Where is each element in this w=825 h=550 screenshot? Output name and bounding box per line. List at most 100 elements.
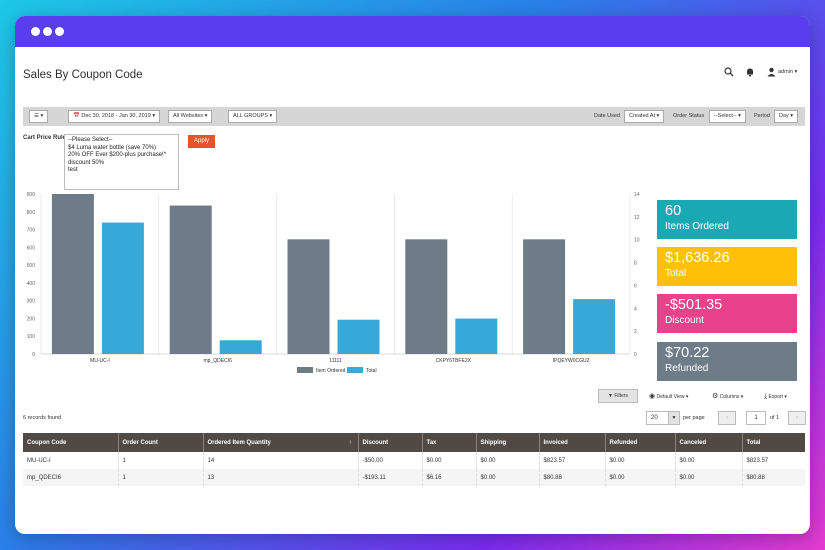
card-label: Discount: [665, 315, 704, 326]
filter-icon: ▼: [608, 393, 613, 399]
export-button[interactable]: ⤓ Export ▾: [764, 391, 787, 403]
cell: MU-UC-I: [23, 452, 118, 469]
card-value: 60: [665, 203, 682, 219]
card-label: Total: [665, 268, 687, 279]
y-tick-left: 400: [27, 281, 36, 287]
col-coupon-code[interactable]: Coupon Code: [23, 433, 118, 452]
cell: $80.88: [538, 469, 605, 486]
cart-price-rule-label: Cart Price Rule: [23, 135, 67, 141]
chevron-right-icon: ›: [796, 415, 798, 421]
cart-price-rule-select[interactable]: --Please Select-- $4 Luma water bottle (…: [64, 134, 179, 190]
bar-item-ordered: [405, 239, 448, 354]
bar-total: [455, 318, 498, 354]
col-discount[interactable]: Discount: [357, 433, 422, 452]
col-invoiced[interactable]: Invoiced: [538, 433, 605, 452]
columns-button[interactable]: ⚙ Columns ▾: [712, 391, 743, 403]
eye-icon: ◉: [649, 393, 656, 400]
prev-page-button[interactable]: ‹: [718, 411, 736, 425]
page-input[interactable]: 1: [746, 411, 766, 425]
coupon-table: Coupon Code Order Count Ordered Item Qua…: [23, 433, 805, 486]
list-item[interactable]: --Please Select--: [68, 137, 113, 143]
cell: $823.57: [741, 452, 805, 469]
legend-label: Total: [366, 368, 377, 374]
y-tick-left: 200: [27, 316, 36, 322]
period-label: Period: [754, 113, 770, 119]
col-refunded[interactable]: Refunded: [604, 433, 675, 452]
order-status-label: Order Status: [673, 113, 705, 119]
filters-button[interactable]: ▼ Filters: [598, 389, 638, 403]
table-row[interactable]: mp_QDECI6 1 13 -$193.11 $6.16 $0.00 $80.…: [23, 469, 805, 486]
websites-select[interactable]: All Websites ▾: [168, 110, 213, 123]
bell-icon[interactable]: [745, 67, 755, 80]
date-used-select[interactable]: Created At ▾: [624, 110, 665, 123]
col-tax[interactable]: Tax: [421, 433, 476, 452]
gear-icon: ⚙: [712, 393, 719, 400]
legend-swatch: [297, 367, 313, 373]
per-page-select[interactable]: 20 ▼: [646, 411, 680, 425]
y-tick-left: 900: [27, 192, 36, 198]
cell: $0.00: [421, 452, 476, 469]
cell: $0.00: [475, 452, 539, 469]
table-row[interactable]: MU-UC-I 1 14 -$50.00 $0.00 $0.00 $823.57…: [23, 452, 805, 469]
col-ordered-item-quantity[interactable]: Ordered Item Quantity ↑: [202, 433, 358, 452]
per-page-value: 20: [651, 415, 658, 421]
window-dot: [55, 27, 64, 36]
legend-label: Item Ordered: [316, 368, 346, 374]
y-tick-left: 700: [27, 228, 36, 234]
col-canceled[interactable]: Canceled: [674, 433, 742, 452]
list-item[interactable]: 20% OFF Ever $200-plus purchase!*: [68, 152, 167, 158]
groups-select[interactable]: ALL GROUPS ▾: [228, 110, 278, 123]
col-label: Ordered Item Quantity: [207, 439, 271, 446]
list-item[interactable]: discount 50%: [68, 159, 105, 166]
card-label: Refunded: [665, 363, 709, 374]
app-window: Sales By Coupon Code admin ▾ ☰ ▾ 📅 Dec 3…: [15, 16, 810, 534]
col-shipping[interactable]: Shipping: [475, 433, 539, 452]
y-tick-right: 14: [634, 192, 640, 198]
window-dot: [43, 27, 52, 36]
cell: $0.00: [604, 469, 675, 486]
user-icon[interactable]: [767, 67, 776, 80]
default-view-button[interactable]: ◉ Default View ▾: [649, 391, 688, 403]
report-toolbar: ☰ ▾ 📅 Dec 30, 2018 - Jan 30, 2019 ▾ All …: [23, 107, 805, 126]
summary-card-discount: -$501.35 Discount: [657, 294, 797, 333]
y-tick-left: 100: [27, 334, 36, 340]
col-order-count[interactable]: Order Count: [117, 433, 203, 452]
y-tick-right: 4: [634, 306, 637, 312]
apply-button[interactable]: Apply: [188, 135, 215, 148]
default-view-label: Default View ▾: [656, 394, 689, 400]
summary-card-refunded: $70.22 Refunded: [657, 342, 797, 381]
order-status-select[interactable]: --Select-- ▾: [709, 110, 746, 123]
date-used-label: Date Used: [594, 113, 620, 119]
filters-label: Filters: [614, 393, 628, 399]
chevron-down-icon: ▼: [668, 412, 679, 424]
page-title: Sales By Coupon Code: [23, 69, 143, 81]
cell: mp_QDECI6: [23, 469, 118, 486]
search-icon[interactable]: [724, 67, 734, 80]
date-range-picker[interactable]: 📅 Dec 30, 2018 - Jan 30, 2019 ▾: [68, 110, 161, 123]
y-tick-right: 2: [634, 329, 637, 335]
menu-button[interactable]: ☰ ▾: [29, 110, 49, 123]
period-select[interactable]: Day ▾: [774, 110, 799, 123]
card-label: Items Ordered: [665, 221, 729, 232]
cell: $0.00: [674, 469, 742, 486]
y-tick-right: 8: [634, 261, 637, 267]
list-item[interactable]: $4 Luma water bottle (save 70%): [68, 144, 157, 151]
x-tick-label: MU-UC-I: [90, 358, 110, 364]
next-page-button[interactable]: ›: [788, 411, 806, 425]
download-icon: ⤓: [764, 393, 768, 400]
col-total[interactable]: Total: [741, 433, 805, 452]
cell: 1: [117, 452, 203, 469]
bar-item-ordered: [51, 194, 94, 354]
user-menu[interactable]: admin ▾: [778, 69, 798, 75]
coupon-chart: 900 800 700 600 500 400 300 200 100 0 14 12 10 8 6 4 2 0 M…: [27, 192, 640, 374]
y-tick-right: 6: [634, 283, 637, 289]
y-tick-right: 10: [634, 238, 640, 244]
x-tick-label: mp_QDECI6: [204, 358, 233, 364]
bar-item-ordered: [169, 205, 212, 354]
list-item[interactable]: test: [68, 167, 78, 173]
cell: $0.00: [604, 452, 675, 469]
card-value: $1,636.26: [665, 250, 730, 266]
summary-card-total: $1,636.26 Total: [657, 247, 797, 286]
y-tick-left: 800: [27, 210, 36, 216]
cell: $6.16: [421, 469, 476, 486]
